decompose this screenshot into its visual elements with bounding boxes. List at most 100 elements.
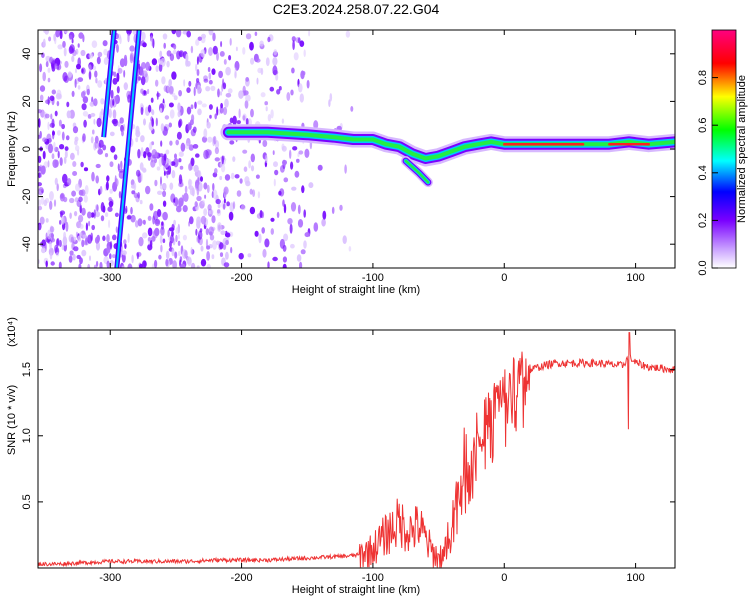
noise-blob	[127, 233, 130, 244]
noise-blob	[54, 159, 59, 168]
y-tick-label: 20	[21, 95, 33, 107]
noise-blob	[228, 55, 232, 61]
noise-blob	[162, 200, 167, 207]
noise-blob	[188, 179, 193, 186]
noise-blob	[51, 89, 56, 95]
noise-blob	[139, 199, 143, 205]
noise-blob	[270, 109, 274, 119]
noise-blob	[224, 174, 231, 181]
noise-blob	[203, 149, 209, 160]
noise-blob	[190, 247, 193, 255]
noise-blob	[262, 139, 268, 147]
noise-blob	[206, 184, 210, 194]
noise-blob	[115, 33, 122, 40]
noise-blob	[169, 182, 174, 190]
noise-blob	[108, 197, 112, 202]
noise-blob	[116, 44, 119, 53]
noise-blob	[157, 190, 163, 195]
noise-blob	[123, 239, 127, 245]
noise-blob	[160, 221, 165, 230]
noise-blob	[250, 153, 255, 163]
noise-blob	[159, 183, 164, 190]
noise-blob	[72, 253, 76, 261]
snr-x-ticks: -300 -200 -100 0 100	[99, 330, 645, 584]
noise-blob	[159, 60, 163, 66]
noise-blob	[273, 49, 278, 56]
noise-blob	[56, 100, 60, 107]
noise-blob	[223, 198, 226, 204]
noise-blob	[75, 145, 80, 152]
noise-blob	[166, 60, 170, 68]
noise-blob	[59, 220, 62, 225]
noise-blob	[242, 115, 246, 121]
noise-blob	[80, 49, 86, 57]
noise-blob	[255, 174, 260, 179]
noise-blob	[62, 40, 66, 48]
noise-blob	[147, 104, 152, 113]
noise-blob	[154, 227, 160, 237]
noise-blob	[153, 210, 159, 221]
noise-blob	[94, 140, 99, 149]
noise-blob	[290, 202, 297, 212]
noise-blob	[73, 246, 79, 252]
x-tick-label: -200	[231, 572, 253, 584]
noise-blob	[47, 160, 50, 168]
x-tick-label: 100	[626, 572, 644, 584]
noise-blob	[41, 52, 45, 58]
noise-blob	[329, 93, 333, 102]
noise-blob	[260, 67, 264, 75]
y-tick-label: 1.0	[21, 428, 33, 443]
noise-blob	[81, 68, 84, 74]
noise-blob	[59, 210, 66, 215]
noise-blob	[272, 150, 275, 156]
noise-blob	[270, 217, 275, 222]
noise-blob	[236, 120, 241, 125]
noise-blob	[174, 251, 178, 259]
noise-blob	[61, 131, 65, 141]
branch-ridge-inner	[404, 159, 430, 184]
noise-blob	[304, 232, 310, 238]
noise-blob	[208, 104, 213, 110]
noise-blob	[92, 129, 95, 135]
noise-blob	[123, 70, 126, 78]
noise-blob	[186, 60, 191, 67]
noise-blob	[149, 203, 154, 211]
noise-blob	[158, 254, 162, 260]
noise-blob	[112, 109, 117, 119]
noise-blob	[261, 227, 266, 234]
noise-blob	[200, 49, 206, 58]
noise-blob	[109, 188, 113, 194]
noise-blob	[217, 203, 221, 209]
noise-blob	[106, 245, 111, 254]
noise-blob	[267, 114, 272, 122]
noise-blob	[69, 44, 75, 54]
noise-blob	[230, 172, 235, 180]
noise-blob	[242, 47, 246, 55]
noise-blob	[282, 244, 287, 252]
noise-blob	[255, 58, 261, 63]
noise-blob	[68, 255, 73, 263]
noise-blob	[302, 71, 306, 76]
noise-blob	[171, 230, 174, 237]
noise-blob	[322, 210, 327, 220]
noise-blob	[278, 86, 282, 91]
noise-blob	[250, 165, 255, 172]
noise-blob	[196, 219, 201, 229]
noise-blob	[162, 183, 167, 190]
noise-blob	[171, 92, 176, 97]
noise-blob	[154, 259, 158, 268]
noise-blob	[165, 250, 170, 260]
noise-blob	[103, 57, 109, 66]
noise-blob	[169, 140, 173, 146]
noise-blob	[221, 83, 224, 92]
noise-blob	[283, 203, 287, 214]
snr-series-line	[38, 332, 675, 568]
noise-blob	[171, 170, 176, 179]
noise-blob	[42, 71, 46, 82]
noise-blob	[223, 186, 229, 195]
noise-blob	[296, 158, 300, 163]
noise-blob	[216, 222, 222, 233]
noise-blob	[205, 86, 211, 92]
noise-blob	[245, 118, 249, 126]
